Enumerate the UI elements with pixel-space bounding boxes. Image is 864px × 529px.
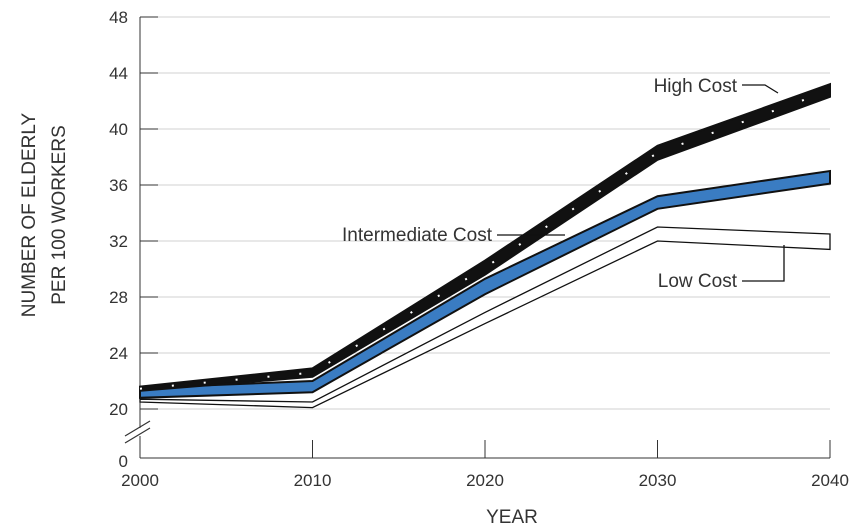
leader-low-cost bbox=[742, 245, 785, 282]
y-tick-label: 20 bbox=[109, 400, 128, 419]
series-band-low-cost bbox=[139, 226, 831, 409]
x-tick-label: 2030 bbox=[639, 471, 677, 490]
y-tick-label: 40 bbox=[109, 120, 128, 139]
x-tick-label: 2040 bbox=[811, 471, 849, 490]
leader-high-cost bbox=[742, 84, 779, 94]
grid-lines bbox=[140, 16, 830, 410]
y-tick-label-zero: 0 bbox=[119, 452, 128, 471]
series-band-high-cost bbox=[139, 82, 831, 392]
y-tick-label: 36 bbox=[109, 176, 128, 195]
axis-break-mark bbox=[124, 420, 151, 437]
annotation-low-cost: Low Cost bbox=[658, 271, 738, 292]
x-tick-label: 2020 bbox=[466, 471, 504, 490]
axes bbox=[124, 16, 831, 459]
annotations: High Cost Intermediate Cost Low Cost bbox=[342, 76, 785, 292]
series-band-intermediate-cost bbox=[139, 169, 831, 399]
x-tick-label: 2010 bbox=[294, 471, 332, 490]
annotation-intermediate-cost: Intermediate Cost bbox=[342, 225, 493, 246]
axis-break-mark bbox=[124, 427, 151, 444]
annotation-high-cost: High Cost bbox=[654, 76, 738, 97]
y-tick-label: 28 bbox=[109, 288, 128, 307]
y-tick-label: 32 bbox=[109, 232, 128, 251]
y-tick-label: 44 bbox=[109, 64, 128, 83]
x-axis-title: YEAR bbox=[486, 507, 538, 528]
y-tick-label: 48 bbox=[109, 8, 128, 27]
y-tick-label: 24 bbox=[109, 344, 128, 363]
x-tick-label: 2000 bbox=[121, 471, 159, 490]
y-axis-title-line: PER 100 WORKERS bbox=[49, 125, 70, 305]
series-layer bbox=[139, 82, 831, 409]
y-axis-title-line: NUMBER OF ELDERLY bbox=[19, 112, 40, 317]
